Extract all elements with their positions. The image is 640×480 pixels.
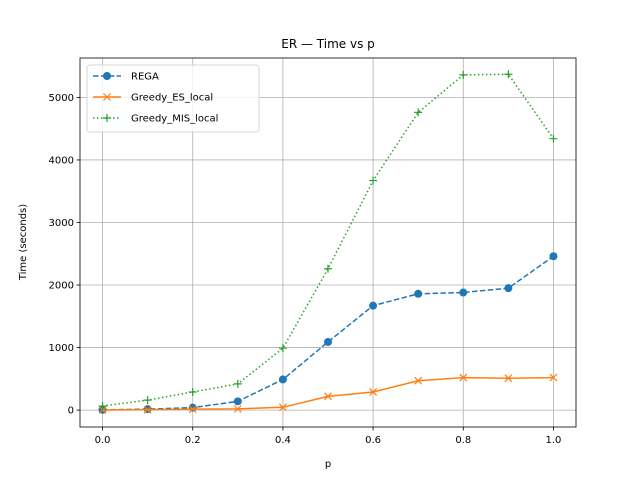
- data-point-greedy-es-local: [549, 373, 558, 382]
- legend-marker-rega: [103, 72, 111, 80]
- data-point-greedy-mis-local: [143, 396, 152, 405]
- data-point-rega: [414, 289, 423, 298]
- data-point-rega: [278, 375, 287, 384]
- data-point-greedy-es-local: [459, 373, 468, 382]
- data-point-greedy-mis-local: [278, 344, 287, 353]
- data-point-rega: [549, 252, 558, 261]
- x-tick-label: 0.8: [455, 435, 471, 446]
- y-tick-label: 1000: [49, 343, 74, 354]
- legend-marker-greedy-es-local: [103, 93, 111, 101]
- y-tick-label: 0: [68, 406, 74, 417]
- x-tick-label: 0.0: [95, 435, 111, 446]
- y-axis-label: Time (seconds): [18, 204, 29, 281]
- data-point-greedy-es-local: [414, 376, 423, 385]
- chart-title: ER — Time vs p: [281, 37, 375, 51]
- legend-marker-greedy-mis-local: [103, 114, 111, 122]
- series-greedy-mis-local: [98, 70, 558, 411]
- data-point-greedy-es-local: [504, 374, 513, 383]
- data-point-rega: [504, 284, 513, 293]
- y-tick-label: 3000: [49, 218, 74, 229]
- x-tick-label: 0.2: [185, 435, 201, 446]
- data-point-greedy-es-local: [369, 388, 378, 396]
- data-point-greedy-mis-local: [233, 379, 242, 388]
- data-point-greedy-es-local: [278, 403, 287, 412]
- data-point-rega: [233, 397, 242, 406]
- plot-frame: [79, 57, 577, 428]
- data-point-greedy-mis-local: [188, 387, 197, 396]
- data-point-greedy-mis-local: [549, 134, 558, 143]
- legend: REGA Greedy_ES_local Greedy_MIS_local: [86, 64, 260, 133]
- series-greedy-es-local: [98, 373, 558, 414]
- series-line-greedy-mis-local: [102, 73, 555, 407]
- legend-label-rega: REGA: [131, 72, 159, 83]
- data-point-greedy-mis-local: [98, 402, 107, 411]
- y-tick-label: 4000: [49, 155, 74, 166]
- legend-label-greedy-mis-local: Greedy_MIS_local: [131, 114, 218, 125]
- data-point-greedy-es-local: [143, 405, 152, 414]
- data-point-rega: [188, 403, 197, 412]
- series-layer: [98, 70, 558, 414]
- data-point-greedy-es-local: [324, 392, 332, 401]
- ticks: 0.0 0.2 0.4 0.6 0.8 1.0 0 1000 2000 3000 4000 5000: [49, 93, 562, 446]
- x-tick-label: 1.0: [546, 435, 562, 446]
- data-point-greedy-es-local: [188, 405, 197, 414]
- data-point-greedy-mis-local: [504, 70, 513, 79]
- y-tick-label: 5000: [49, 93, 74, 104]
- x-tick-label: 0.4: [275, 435, 291, 446]
- x-axis-label: p: [325, 459, 331, 470]
- data-point-greedy-es-local: [233, 404, 242, 413]
- data-point-greedy-mis-local: [324, 264, 332, 273]
- y-tick-label: 2000: [49, 281, 74, 292]
- series-line-rega: [102, 255, 554, 411]
- x-tick-label: 0.6: [365, 435, 381, 446]
- data-point-rega: [324, 337, 332, 346]
- data-point-rega: [459, 288, 468, 297]
- data-point-greedy-mis-local: [459, 70, 468, 79]
- legend-box: [86, 64, 260, 133]
- legend-label-greedy-es-local: Greedy_ES_local: [131, 93, 213, 104]
- data-point-greedy-mis-local: [369, 176, 378, 185]
- data-point-rega: [369, 301, 378, 310]
- data-point-greedy-mis-local: [414, 108, 423, 117]
- grid: [80, 58, 576, 427]
